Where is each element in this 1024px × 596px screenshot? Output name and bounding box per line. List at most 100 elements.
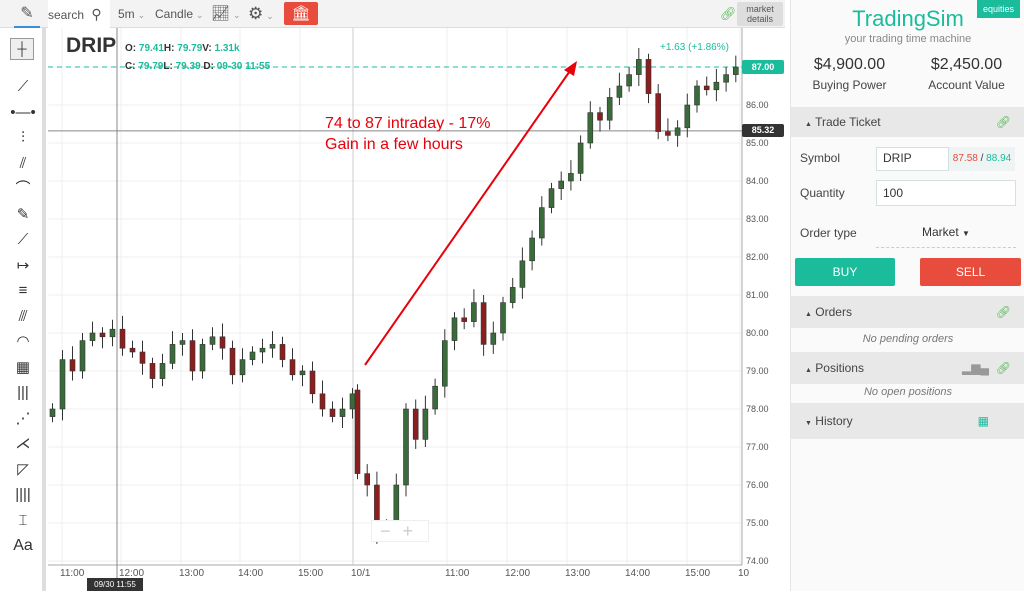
candle-body <box>441 340 448 387</box>
history-header[interactable]: ▼ History ▦ <box>791 403 1024 439</box>
search-input[interactable]: search ⚲ <box>48 0 110 28</box>
search-icon[interactable]: ⚲ <box>91 6 102 22</box>
candle-body <box>519 260 526 288</box>
chart-type-dropdown[interactable]: Candle ⌄ <box>155 0 204 28</box>
x-tick-label: 14:00 <box>625 568 650 579</box>
history-chart-icon[interactable]: ▦ <box>977 414 989 428</box>
zoom-out-icon[interactable]: − <box>380 521 391 541</box>
pitchfork-icon[interactable]: ⫻ <box>18 307 28 325</box>
order-type-dropdown[interactable]: Market ▼ <box>876 220 1016 248</box>
y-tick-label: 79.00 <box>746 366 769 376</box>
candle-body <box>119 328 126 349</box>
gann-box-icon[interactable]: ▦ <box>15 358 31 376</box>
fan-icon[interactable]: ⋌ <box>15 435 31 452</box>
y-tick-label: 85.00 <box>746 138 769 148</box>
candle-body <box>490 332 497 345</box>
parallel-channel-icon[interactable]: ⫽ <box>19 154 27 172</box>
quantity-label: Quantity <box>800 186 845 200</box>
trade-ticket-title: Trade Ticket <box>815 115 881 129</box>
trade-ticket-header[interactable]: ▲ Trade Ticket 🔗︎ <box>791 107 1024 137</box>
vertical-lines-icon[interactable]: ||| <box>17 384 29 401</box>
caret-down-icon: ▼ <box>805 420 812 427</box>
horizontal-lines-icon[interactable]: ≡ <box>18 282 28 299</box>
buying-power-label: Buying Power <box>812 78 887 92</box>
candle-body <box>403 408 409 486</box>
market-details-button[interactable]: market details <box>737 2 783 26</box>
candle-body <box>538 207 545 239</box>
orders-header[interactable]: ▲ Orders 🔗︎ <box>791 296 1024 328</box>
chevron-down-icon: ⌄ <box>266 11 274 21</box>
indicators-dropdown[interactable]: 📈︎ ⌄ <box>211 0 241 28</box>
tagline: your trading time machine <box>844 33 972 45</box>
bar-chart-icon[interactable]: ▂▆▄ <box>962 361 989 375</box>
curve-icon[interactable]: ⌒ <box>15 180 31 197</box>
ohlc-legend: O: 79.41H: 79.79V: 1.31k C: 79.79L: 79.3… <box>125 43 271 72</box>
settings-dropdown[interactable]: ⚙ ⌄ <box>248 0 274 28</box>
candle-body <box>319 393 326 410</box>
vertical-segment-icon[interactable]: ⫶ <box>21 129 25 146</box>
range-icon[interactable]: ⌶ <box>18 511 28 529</box>
candle-body <box>635 59 642 75</box>
y-tick-label: 86.00 <box>746 100 769 110</box>
annotation-text[interactable]: 74 to 87 intraday - 17% Gain in a few ho… <box>325 115 491 153</box>
x-tick-label: 15:00 <box>298 568 323 579</box>
chart-canvas[interactable]: 86.00 85.00 84.00 83.00 82.00 81.00 80.00 79.00… <box>48 28 785 591</box>
trend-line-icon[interactable]: ⟋ <box>17 78 29 95</box>
elliott-wave-icon[interactable]: ⋰ <box>15 409 31 427</box>
symbol-input[interactable]: DRIP <box>876 147 949 171</box>
zoom-controls: − + <box>371 520 429 542</box>
chevron-down-icon: ⌄ <box>196 10 204 20</box>
link-icon[interactable]: 🔗︎ <box>995 361 1011 375</box>
zoom-in-icon[interactable]: + <box>402 521 414 541</box>
ray-icon[interactable]: ⟋ <box>17 231 29 248</box>
x-tick-label: 13:00 <box>179 568 204 579</box>
crosshair-icon[interactable]: ┼ <box>10 38 34 60</box>
period-lines-icon[interactable]: |||| <box>15 486 31 503</box>
candle-body <box>723 74 729 83</box>
candle-body <box>279 344 286 360</box>
candle-body <box>577 142 584 174</box>
quantity-input[interactable]: 100 <box>876 180 1016 206</box>
link-icon[interactable]: 🔗︎ <box>995 305 1011 319</box>
brush-icon[interactable]: ✎ <box>16 205 30 223</box>
positions-header[interactable]: ▲ Positions ▂▆▄ 🔗︎ <box>791 352 1024 384</box>
interval-dropdown[interactable]: 5m ⌄ <box>118 0 145 28</box>
brand-logo: TradingSim <box>852 6 964 31</box>
last-price-badge: 87.00 <box>742 60 784 74</box>
search-placeholder: search <box>48 8 85 22</box>
link-icon[interactable]: 🔗︎ <box>720 6 737 21</box>
candle-body <box>339 408 346 417</box>
crosshair-time-badge: 09/30 11:55 <box>87 578 143 591</box>
candle-body <box>354 389 361 474</box>
candle-body <box>509 287 516 303</box>
text-icon[interactable]: Aa <box>13 537 33 554</box>
candle-body <box>59 359 66 410</box>
bank-button[interactable]: 🏛︎ <box>284 2 318 25</box>
pencil-icon[interactable]: ✎ <box>14 0 40 28</box>
candle-body <box>329 408 336 417</box>
x-tick-label: 10/1 <box>351 568 371 579</box>
candle-body <box>597 112 603 121</box>
bid-price: 87.58 <box>952 153 978 164</box>
bid-ask-quote: 87.58 / 88.94 <box>949 147 1015 171</box>
measure-arrow-icon[interactable]: ↦ <box>16 256 30 274</box>
triangle-icon[interactable]: ◸ <box>17 460 29 478</box>
candle-body <box>451 317 458 341</box>
horizontal-ray-icon[interactable]: •—• <box>10 103 36 121</box>
candle-body <box>99 332 106 338</box>
candle-body <box>587 112 594 144</box>
caret-down-icon: ▼ <box>962 229 970 238</box>
candle-body <box>139 351 146 364</box>
equities-badge[interactable]: equities <box>976 0 1020 18</box>
fib-arc-icon[interactable]: ◠ <box>16 333 30 350</box>
candle-body <box>568 173 574 182</box>
order-type-value: Market <box>922 225 959 239</box>
price-chart[interactable]: 86.00 85.00 84.00 83.00 82.00 81.00 80.00 79.00… <box>48 28 785 591</box>
annotation-arrow <box>364 67 573 366</box>
x-tick-label: 15:00 <box>685 568 710 579</box>
candle-body <box>159 363 166 379</box>
buy-button[interactable]: BUY <box>795 258 895 286</box>
link-icon[interactable]: 🔗︎ <box>995 115 1011 129</box>
sell-button[interactable]: SELL <box>920 258 1021 286</box>
candle-body <box>259 347 266 353</box>
